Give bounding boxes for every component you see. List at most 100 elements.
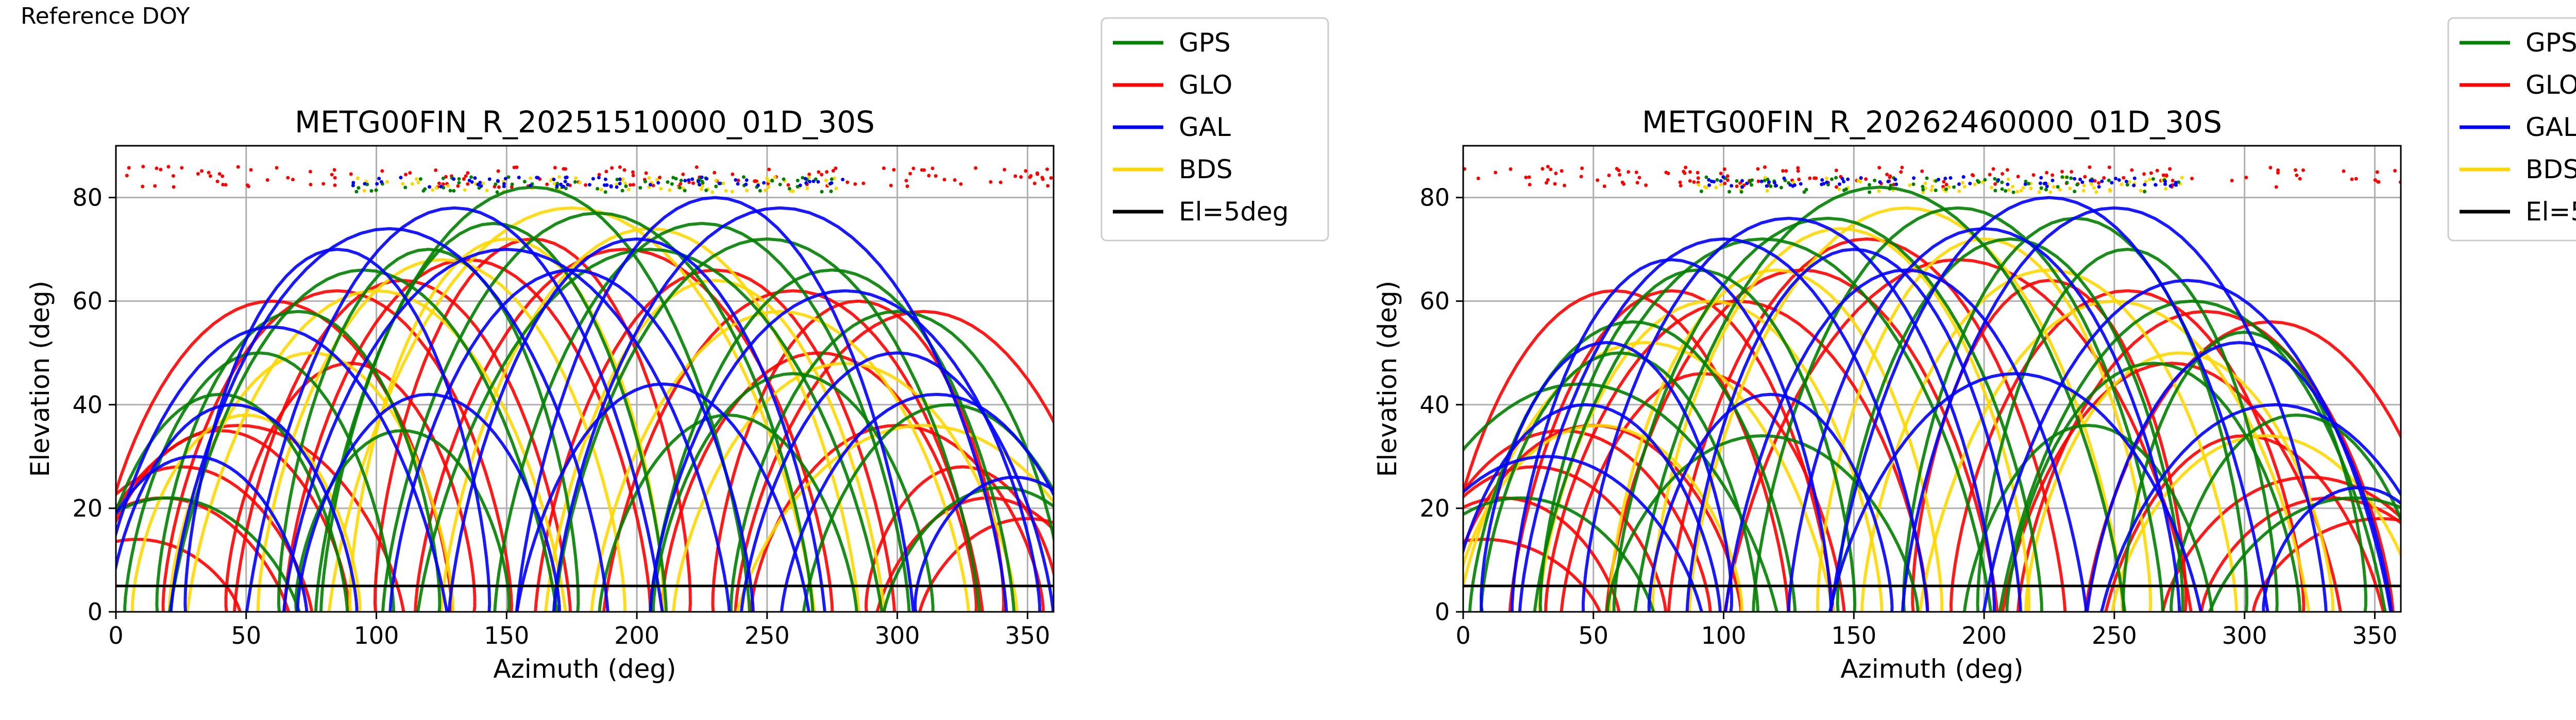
overhead-dot xyxy=(1024,169,1028,173)
overhead-dot xyxy=(236,165,240,169)
track-gps-13 xyxy=(652,372,935,612)
x-tick-label: 100 xyxy=(1701,622,1747,649)
overhead-dot xyxy=(829,190,833,194)
overhead-dot xyxy=(1549,167,1553,172)
track-gps-8 xyxy=(1976,248,2279,612)
track-gal-14 xyxy=(2262,486,2401,612)
overhead-dot xyxy=(1886,179,1890,183)
overhead-dot xyxy=(1864,177,1868,181)
overhead-dot xyxy=(700,175,704,179)
track-gps-14 xyxy=(802,403,1054,612)
overhead-dot xyxy=(908,172,912,176)
overhead-dot xyxy=(1527,175,1531,179)
overhead-dot xyxy=(1041,177,1045,181)
overhead-dot xyxy=(2154,183,2158,187)
overhead-dot xyxy=(698,183,702,187)
overhead-dot xyxy=(1996,178,2001,182)
chart-panel-1: 0 50 100 150 200 250 300 350 0 20 40 60 80 METG00FIN_… xyxy=(25,17,1329,684)
overhead-dot xyxy=(2088,165,2092,169)
overhead-dot xyxy=(596,187,600,191)
overhead-dot xyxy=(309,182,313,186)
overhead-dot xyxy=(2180,176,2184,180)
overhead-dot xyxy=(1989,185,1993,190)
overhead-dot xyxy=(487,177,492,181)
overhead-dot xyxy=(989,180,993,184)
overhead-dot xyxy=(2120,182,2124,186)
overhead-dot xyxy=(308,169,312,174)
track-gal-2 xyxy=(1518,237,1929,612)
x-tick-label: 200 xyxy=(614,622,659,649)
overhead-dot xyxy=(141,164,145,168)
overhead-dots-gps xyxy=(354,175,834,194)
overhead-dot xyxy=(333,183,337,187)
overhead-dot xyxy=(2190,177,2194,181)
overhead-dot xyxy=(2342,169,2346,173)
overhead-dot xyxy=(1894,182,1899,186)
overhead-dot xyxy=(2073,190,2077,194)
overhead-dot xyxy=(1707,178,1711,182)
track-gps-8 xyxy=(553,237,981,612)
overhead-dot xyxy=(1774,183,1778,187)
chart-title: METG00FIN_R_20251510000_01D_30S xyxy=(295,105,875,140)
overhead-dot xyxy=(1960,181,1964,185)
track-bds-7 xyxy=(1918,299,2311,612)
overhead-dot xyxy=(2350,177,2354,181)
overhead-dot xyxy=(620,188,624,193)
overhead-dot xyxy=(573,180,577,184)
overhead-dot xyxy=(2373,178,2377,182)
overhead-dot xyxy=(481,181,485,185)
track-gal-13 xyxy=(2099,403,2401,612)
overhead-dot xyxy=(1545,181,1549,185)
overhead-dot xyxy=(377,177,381,181)
y-tick-label: 20 xyxy=(72,494,103,522)
overhead-dot xyxy=(1957,182,1961,186)
overhead-dot xyxy=(831,169,835,173)
overhead-dot xyxy=(1626,170,1631,174)
overhead-dot xyxy=(564,176,568,180)
track-bds-9 xyxy=(130,413,362,612)
overhead-dot xyxy=(141,184,145,188)
overhead-dot xyxy=(503,177,507,181)
figure-note: Reference DOY xyxy=(21,3,190,29)
overhead-dot xyxy=(668,188,672,192)
overhead-dot xyxy=(1961,175,1965,179)
overhead-dot xyxy=(401,182,405,186)
overhead-dot xyxy=(2073,177,2077,181)
overhead-dot xyxy=(741,175,745,179)
overhead-dot xyxy=(690,177,694,181)
overhead-dot xyxy=(2068,186,2072,191)
overhead-dot xyxy=(1740,185,1744,189)
track-gal-10 xyxy=(2086,341,2393,612)
overhead-dot xyxy=(1802,190,1806,194)
overhead-dot xyxy=(1580,166,1584,170)
legend-label: El=5deg xyxy=(2526,197,2576,227)
track-gal-6 xyxy=(447,237,826,612)
overhead-dot xyxy=(2065,181,2069,185)
axis-ticks: 0 50 100 150 200 250 300 350 0 20 40 60 80 xyxy=(72,184,1050,649)
track-gps-9 xyxy=(1998,299,2387,612)
overhead-dot xyxy=(2006,177,2010,181)
overhead-dot xyxy=(415,177,419,181)
overhead-dot xyxy=(1463,167,1467,171)
overhead-dot xyxy=(814,177,818,181)
overhead-dot xyxy=(803,177,807,181)
overhead-dot xyxy=(333,176,337,180)
plot-frame xyxy=(1462,145,2402,613)
overhead-dot xyxy=(687,178,691,182)
overhead-dot xyxy=(2060,175,2064,179)
overhead-dot xyxy=(959,182,963,186)
overhead-dot xyxy=(2143,183,2147,187)
overhead-dot xyxy=(734,178,738,182)
overhead-dot xyxy=(1923,181,1927,185)
track-bds-10 xyxy=(735,423,1054,612)
overhead-dot xyxy=(332,168,336,172)
overhead-dot xyxy=(437,181,441,185)
overhead-dots-gal xyxy=(351,175,845,189)
track-gal-11 xyxy=(1463,455,1703,612)
overhead-dot xyxy=(861,181,866,185)
overhead-dot xyxy=(466,182,470,186)
overhead-dot xyxy=(2244,176,2248,180)
overhead-dot xyxy=(2058,187,2062,192)
track-glo-3 xyxy=(1508,289,1835,612)
overhead-dot xyxy=(1859,176,1863,180)
